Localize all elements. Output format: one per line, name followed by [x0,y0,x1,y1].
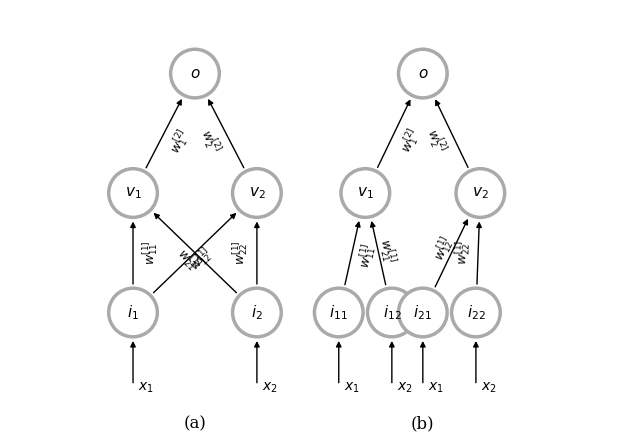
Circle shape [451,288,500,337]
Circle shape [368,288,416,337]
Text: $i_{11}$: $i_{11}$ [329,303,348,322]
Text: $w_{11}^{[1]}$: $w_{11}^{[1]}$ [355,242,379,270]
Circle shape [170,49,219,98]
Text: $x_2$: $x_2$ [481,381,497,396]
Text: $x_2$: $x_2$ [262,381,278,396]
Text: $x_1$: $x_1$ [344,381,360,396]
Text: $v_1$: $v_1$ [125,185,141,201]
Text: $w_{12}^{[1]}$: $w_{12}^{[1]}$ [185,244,217,275]
Text: $i_{12}$: $i_{12}$ [383,303,401,322]
Text: $i_2$: $i_2$ [251,303,263,322]
Text: $v_2$: $v_2$ [472,185,489,201]
Text: $w_{11}^{[1]}$: $w_{11}^{[1]}$ [140,241,159,265]
Circle shape [341,169,389,217]
Text: $x_1$: $x_1$ [428,381,444,396]
Text: $w_{21}^{[1]}$: $w_{21}^{[1]}$ [375,237,399,265]
Text: $v_2$: $v_2$ [249,185,265,201]
Text: $w_1^{[2]}$: $w_1^{[2]}$ [166,126,194,157]
Text: (b): (b) [411,415,435,432]
Circle shape [399,49,447,98]
Text: $o$: $o$ [190,67,200,81]
Circle shape [456,169,505,217]
Text: $w_{12}^{[1]}$: $w_{12}^{[1]}$ [430,234,458,264]
Text: $w_{22}^{[1]}$: $w_{22}^{[1]}$ [230,241,250,265]
Text: $w_{21}^{[1]}$: $w_{21}^{[1]}$ [173,244,205,275]
Text: $w_2^{[2]}$: $w_2^{[2]}$ [196,126,224,157]
Text: $v_1$: $v_1$ [357,185,374,201]
Circle shape [232,288,281,337]
Text: $w_{22}^{[1]}$: $w_{22}^{[1]}$ [453,240,473,265]
Text: $w_1^{[2]}$: $w_1^{[2]}$ [396,126,424,156]
Circle shape [108,169,157,217]
Text: $x_2$: $x_2$ [397,381,413,396]
Text: $i_1$: $i_1$ [127,303,139,322]
Text: $o$: $o$ [417,67,428,81]
Text: (a): (a) [184,415,206,432]
Circle shape [232,169,281,217]
Circle shape [108,288,157,337]
Text: $i_{22}$: $i_{22}$ [467,303,485,322]
Circle shape [399,288,447,337]
Circle shape [314,288,363,337]
Text: $i_{21}$: $i_{21}$ [414,303,432,322]
Text: $x_1$: $x_1$ [138,381,154,396]
Text: $w_2^{[2]}$: $w_2^{[2]}$ [422,126,450,156]
